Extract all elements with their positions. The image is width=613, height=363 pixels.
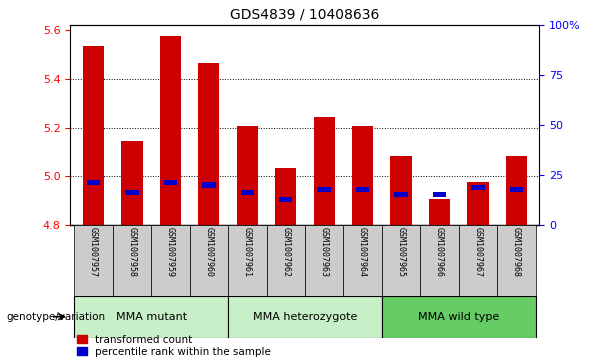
- Text: GSM1007965: GSM1007965: [397, 227, 406, 277]
- Bar: [74, 225, 113, 296]
- Bar: [352, 126, 373, 225]
- Text: GSM1007966: GSM1007966: [435, 227, 444, 277]
- Bar: [198, 63, 219, 225]
- Bar: [228, 225, 267, 296]
- Bar: [509, 187, 523, 192]
- Text: GSM1007964: GSM1007964: [358, 227, 367, 277]
- Text: GSM1007960: GSM1007960: [204, 227, 213, 277]
- Bar: [267, 225, 305, 296]
- Bar: [121, 141, 143, 225]
- Bar: [113, 225, 151, 296]
- Bar: [497, 225, 536, 296]
- Bar: [202, 182, 216, 188]
- Text: MMA mutant: MMA mutant: [116, 312, 187, 322]
- Bar: [433, 192, 446, 197]
- Text: GSM1007967: GSM1007967: [473, 227, 482, 277]
- Legend: transformed count, percentile rank within the sample: transformed count, percentile rank withi…: [75, 334, 272, 358]
- Bar: [356, 187, 370, 192]
- Text: genotype/variation: genotype/variation: [6, 311, 105, 322]
- Text: GSM1007968: GSM1007968: [512, 227, 521, 277]
- Bar: [467, 183, 489, 225]
- Bar: [83, 46, 104, 225]
- Bar: [164, 180, 177, 185]
- Bar: [279, 197, 292, 202]
- Text: GSM1007963: GSM1007963: [320, 227, 329, 277]
- Bar: [390, 156, 412, 225]
- Text: GSM1007958: GSM1007958: [128, 227, 137, 277]
- Text: GSM1007962: GSM1007962: [281, 227, 290, 277]
- Bar: [394, 192, 408, 197]
- Bar: [151, 225, 189, 296]
- Bar: [189, 225, 228, 296]
- Bar: [237, 126, 258, 225]
- Bar: [74, 296, 228, 338]
- Text: MMA wild type: MMA wild type: [418, 312, 500, 322]
- Bar: [87, 180, 101, 185]
- Bar: [506, 156, 527, 225]
- Bar: [343, 225, 382, 296]
- Bar: [382, 225, 421, 296]
- Bar: [471, 185, 485, 190]
- Text: GSM1007961: GSM1007961: [243, 227, 252, 277]
- Bar: [421, 225, 459, 296]
- Bar: [160, 36, 181, 225]
- Bar: [275, 168, 296, 225]
- Bar: [382, 296, 536, 338]
- Bar: [459, 225, 497, 296]
- Bar: [314, 117, 335, 225]
- Title: GDS4839 / 10408636: GDS4839 / 10408636: [230, 8, 379, 21]
- Bar: [240, 189, 254, 195]
- Bar: [305, 225, 343, 296]
- Bar: [228, 296, 382, 338]
- Text: MMA heterozygote: MMA heterozygote: [253, 312, 357, 322]
- Bar: [125, 189, 139, 195]
- Text: GSM1007957: GSM1007957: [89, 227, 98, 277]
- Bar: [318, 187, 331, 192]
- Bar: [429, 200, 450, 225]
- Text: GSM1007959: GSM1007959: [166, 227, 175, 277]
